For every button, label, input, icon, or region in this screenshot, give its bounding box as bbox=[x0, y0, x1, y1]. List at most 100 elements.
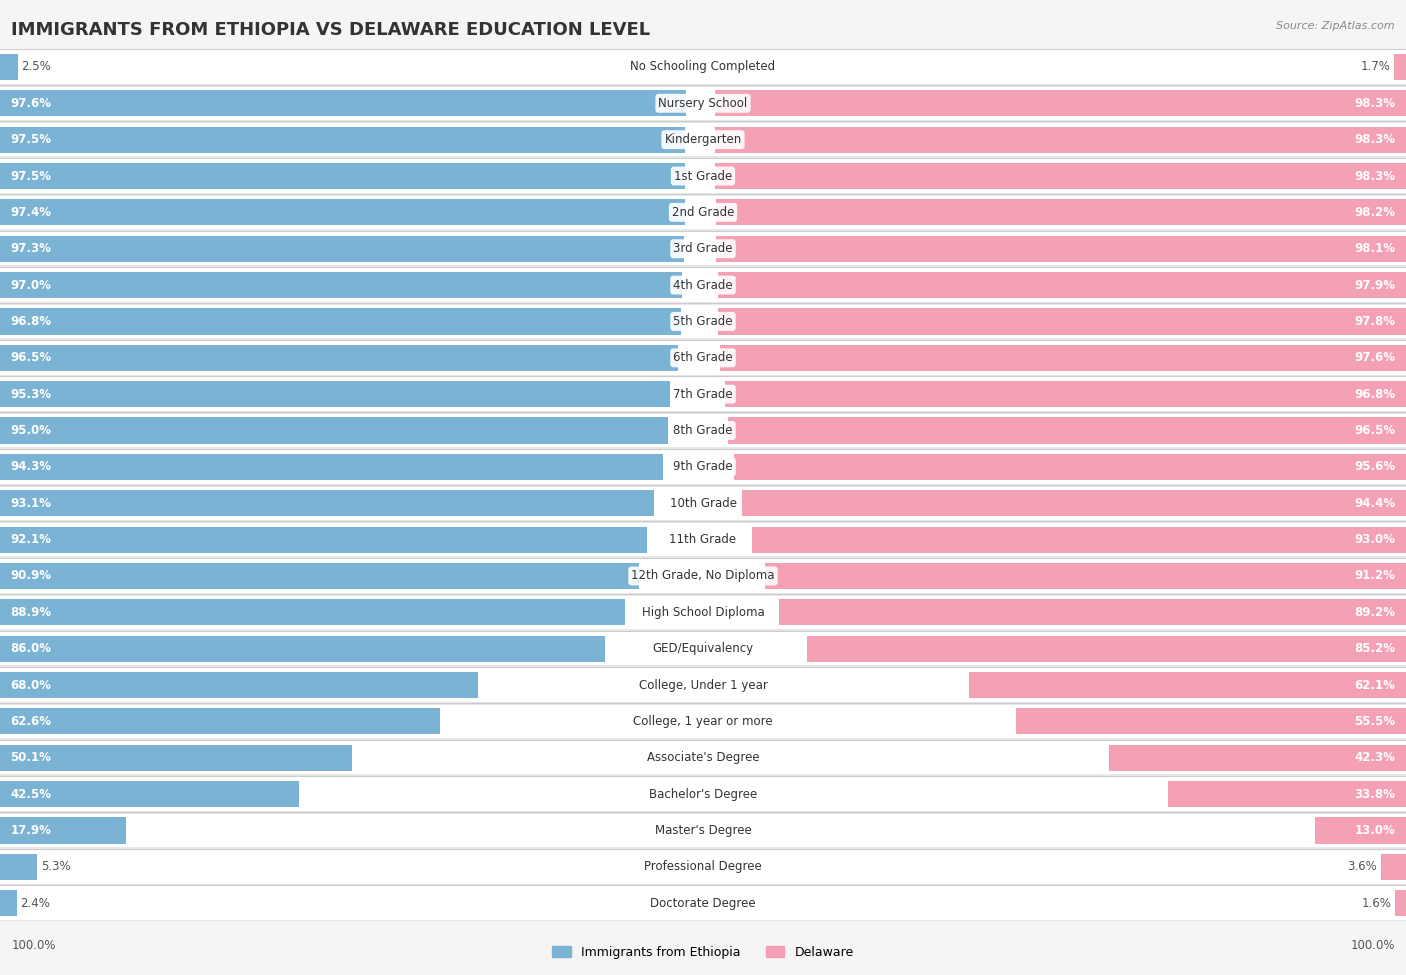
Bar bbox=[716, 91, 1406, 116]
Bar bbox=[765, 563, 1406, 589]
Text: 96.8%: 96.8% bbox=[11, 315, 52, 328]
Text: 17.9%: 17.9% bbox=[11, 824, 52, 837]
Text: 4th Grade: 4th Grade bbox=[673, 279, 733, 292]
Bar bbox=[1395, 54, 1406, 80]
Bar bbox=[1395, 890, 1406, 916]
Text: 7th Grade: 7th Grade bbox=[673, 388, 733, 401]
Bar bbox=[720, 345, 1406, 370]
Bar bbox=[0, 54, 17, 80]
Text: Master's Degree: Master's Degree bbox=[655, 824, 751, 837]
Bar bbox=[0, 199, 685, 225]
Text: High School Diploma: High School Diploma bbox=[641, 605, 765, 619]
Bar bbox=[0, 490, 654, 517]
Bar bbox=[0, 667, 1406, 703]
Legend: Immigrants from Ethiopia, Delaware: Immigrants from Ethiopia, Delaware bbox=[547, 941, 859, 964]
Text: 12th Grade, No Diploma: 12th Grade, No Diploma bbox=[631, 569, 775, 582]
Bar bbox=[0, 412, 1406, 449]
Text: 3rd Grade: 3rd Grade bbox=[673, 242, 733, 255]
Text: Associate's Degree: Associate's Degree bbox=[647, 752, 759, 764]
Bar bbox=[779, 600, 1406, 625]
Text: College, Under 1 year: College, Under 1 year bbox=[638, 679, 768, 691]
Bar bbox=[0, 236, 685, 262]
Bar bbox=[0, 594, 1406, 631]
Bar bbox=[1315, 817, 1406, 843]
Bar bbox=[0, 740, 1406, 776]
Text: 100.0%: 100.0% bbox=[1350, 939, 1395, 953]
Text: 62.6%: 62.6% bbox=[11, 715, 52, 728]
Text: 55.5%: 55.5% bbox=[1354, 715, 1396, 728]
Bar bbox=[1015, 708, 1406, 734]
Text: 62.1%: 62.1% bbox=[1354, 679, 1396, 691]
Text: College, 1 year or more: College, 1 year or more bbox=[633, 715, 773, 728]
Text: 2.4%: 2.4% bbox=[20, 897, 51, 910]
Bar bbox=[0, 50, 1406, 84]
Bar bbox=[716, 127, 1406, 153]
Bar bbox=[0, 745, 353, 771]
Text: GED/Equivalency: GED/Equivalency bbox=[652, 643, 754, 655]
Bar bbox=[0, 523, 1406, 557]
Text: 5th Grade: 5th Grade bbox=[673, 315, 733, 328]
Text: 95.6%: 95.6% bbox=[1354, 460, 1396, 474]
Text: 97.5%: 97.5% bbox=[11, 170, 52, 182]
Bar bbox=[0, 87, 1406, 120]
Bar bbox=[742, 490, 1406, 517]
Bar bbox=[0, 49, 1406, 85]
Bar bbox=[0, 232, 1406, 265]
Text: Nursery School: Nursery School bbox=[658, 97, 748, 110]
Text: 91.2%: 91.2% bbox=[1354, 569, 1396, 582]
Bar bbox=[0, 817, 127, 843]
Text: 85.2%: 85.2% bbox=[1354, 643, 1396, 655]
Text: 9th Grade: 9th Grade bbox=[673, 460, 733, 474]
Bar bbox=[0, 558, 1406, 594]
Text: No Schooling Completed: No Schooling Completed bbox=[630, 60, 776, 73]
Text: 98.2%: 98.2% bbox=[1354, 206, 1396, 218]
Bar bbox=[718, 272, 1406, 298]
Text: Source: ZipAtlas.com: Source: ZipAtlas.com bbox=[1277, 21, 1395, 31]
Text: Doctorate Degree: Doctorate Degree bbox=[650, 897, 756, 910]
Text: 97.3%: 97.3% bbox=[11, 242, 52, 255]
Text: 98.3%: 98.3% bbox=[1354, 170, 1396, 182]
Text: 86.0%: 86.0% bbox=[11, 643, 52, 655]
Bar bbox=[0, 705, 1406, 738]
Bar bbox=[0, 376, 1406, 412]
Bar bbox=[716, 163, 1406, 189]
Text: 1.6%: 1.6% bbox=[1361, 897, 1392, 910]
Text: 5.3%: 5.3% bbox=[41, 860, 70, 874]
Bar bbox=[970, 672, 1406, 698]
Bar bbox=[0, 814, 1406, 847]
Bar bbox=[0, 703, 1406, 740]
Text: 1.7%: 1.7% bbox=[1361, 60, 1391, 73]
Bar bbox=[0, 741, 1406, 774]
Bar bbox=[0, 854, 38, 879]
Bar bbox=[728, 417, 1406, 444]
Bar bbox=[752, 526, 1406, 553]
Text: 2nd Grade: 2nd Grade bbox=[672, 206, 734, 218]
Bar bbox=[0, 194, 1406, 230]
Bar bbox=[0, 886, 1406, 920]
Bar bbox=[1108, 745, 1406, 771]
Text: IMMIGRANTS FROM ETHIOPIA VS DELAWARE EDUCATION LEVEL: IMMIGRANTS FROM ETHIOPIA VS DELAWARE EDU… bbox=[11, 21, 651, 39]
Bar bbox=[0, 526, 647, 553]
Bar bbox=[734, 453, 1406, 480]
Bar bbox=[0, 339, 1406, 376]
Text: 42.5%: 42.5% bbox=[11, 788, 52, 800]
Text: 2.5%: 2.5% bbox=[21, 60, 51, 73]
Bar bbox=[717, 236, 1406, 262]
Bar bbox=[0, 158, 1406, 194]
Bar bbox=[0, 268, 1406, 302]
Bar bbox=[0, 487, 1406, 520]
Bar bbox=[0, 708, 440, 734]
Bar bbox=[0, 305, 1406, 338]
Text: 97.6%: 97.6% bbox=[11, 97, 52, 110]
Bar bbox=[0, 450, 1406, 484]
Bar bbox=[0, 163, 686, 189]
Bar bbox=[0, 890, 17, 916]
Bar bbox=[0, 812, 1406, 848]
Bar bbox=[0, 417, 668, 444]
Bar bbox=[0, 486, 1406, 522]
Bar bbox=[0, 560, 1406, 593]
Text: Bachelor's Degree: Bachelor's Degree bbox=[650, 788, 756, 800]
Bar bbox=[0, 413, 1406, 448]
Bar bbox=[0, 885, 1406, 921]
Bar bbox=[0, 632, 1406, 665]
